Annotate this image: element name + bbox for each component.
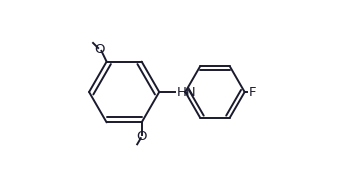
Text: HN: HN bbox=[176, 86, 196, 99]
Text: O: O bbox=[136, 130, 147, 143]
Text: O: O bbox=[94, 43, 105, 56]
Text: F: F bbox=[248, 86, 256, 98]
